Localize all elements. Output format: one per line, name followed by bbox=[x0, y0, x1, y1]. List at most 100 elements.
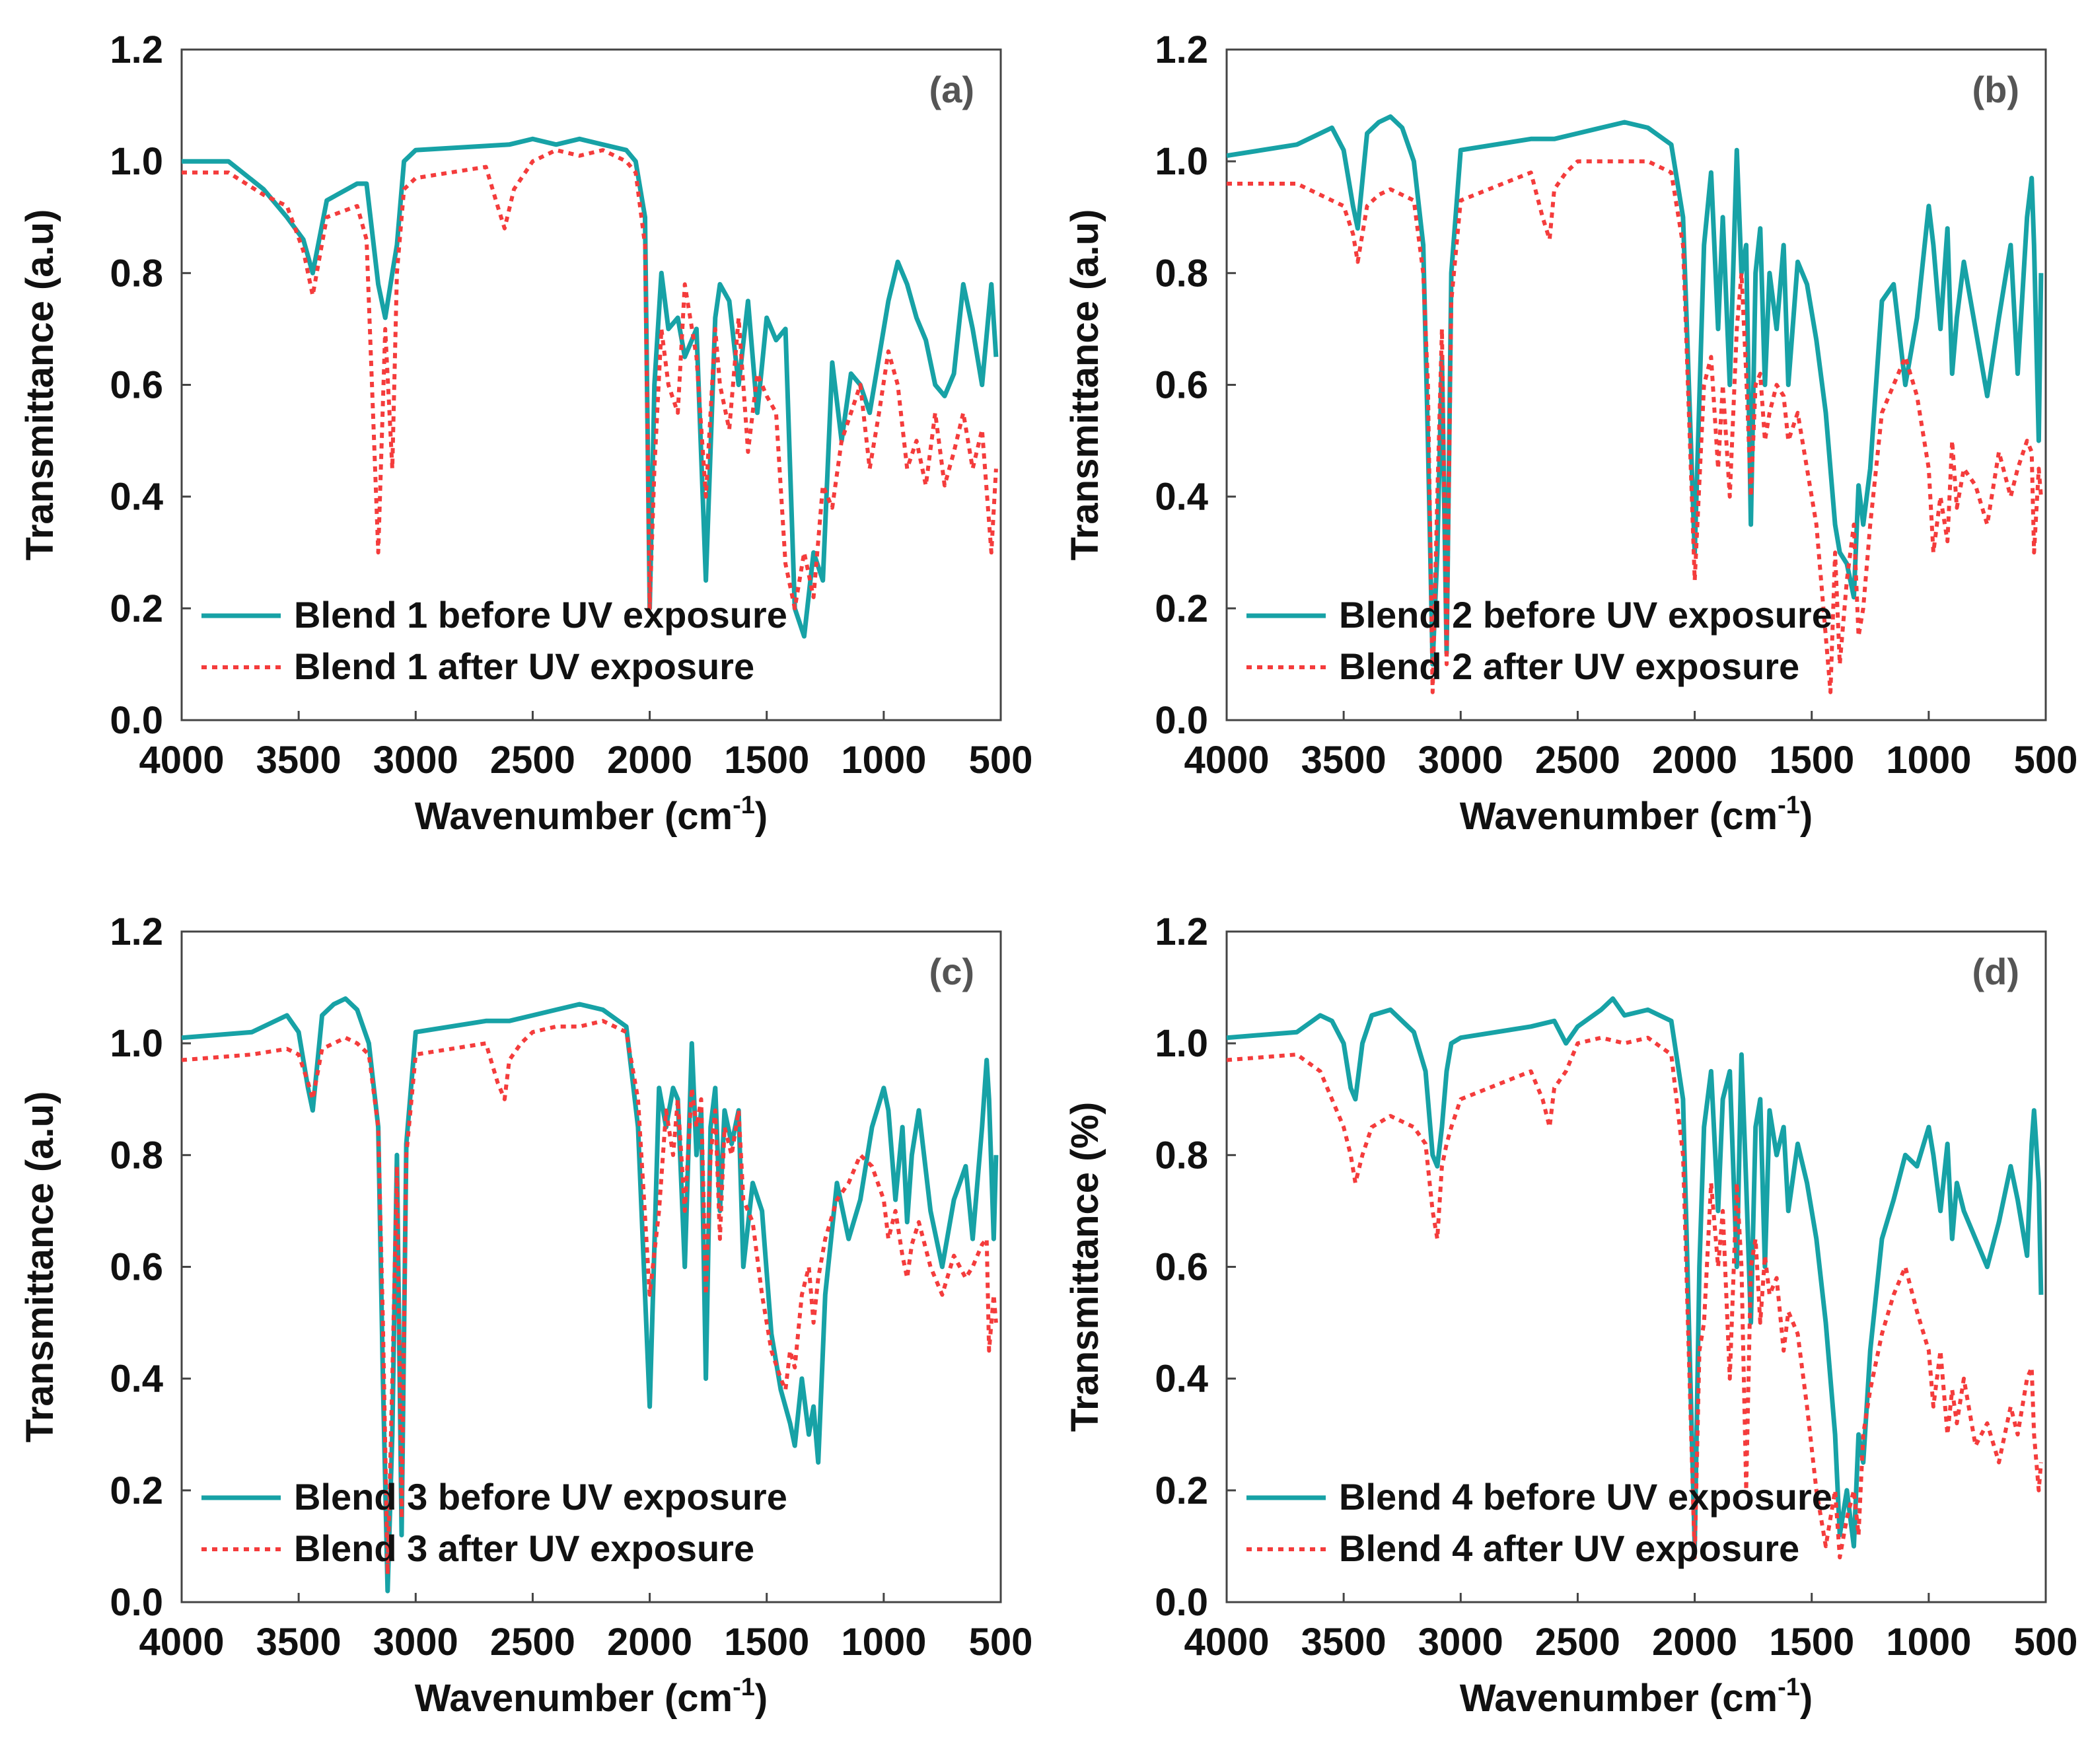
y-axis-title: Transmittance (a.u) bbox=[1063, 209, 1106, 561]
y-axis-title: Transmittance (a.u) bbox=[18, 209, 61, 561]
y-axis-title: Transmittance (%) bbox=[1063, 1102, 1106, 1432]
x-tick-label: 2000 bbox=[1652, 1621, 1737, 1664]
x-axis-title: Wavenumber (cm-1) bbox=[1460, 791, 1813, 838]
y-tick-label: 0.0 bbox=[1155, 1581, 1208, 1624]
series-after-uv-line bbox=[182, 1019, 998, 1576]
x-axis-title-text: Wavenumber (cm bbox=[415, 1677, 733, 1720]
x-tick-label: 3000 bbox=[1418, 1621, 1503, 1664]
x-tick-label: 3000 bbox=[373, 739, 458, 782]
y-tick-label: 1.0 bbox=[1155, 1022, 1208, 1065]
x-tick-label: 2500 bbox=[1535, 739, 1620, 782]
series-before-uv-line bbox=[1227, 114, 2044, 667]
x-tick-label: 2000 bbox=[607, 739, 692, 782]
y-tick-label: 1.2 bbox=[1155, 910, 1208, 953]
chart-svg: 0.0 0.2 0.4 0.6 0.8 1.0 1.2 4000 3500 3000 2500 200… bbox=[18, 28, 1033, 838]
y-tick-label: 1.0 bbox=[110, 1022, 163, 1065]
y-tick-label: 0.2 bbox=[110, 587, 163, 630]
y-tick-label: 0.6 bbox=[110, 1246, 163, 1289]
y-axis-title: Transmittance (a.u) bbox=[18, 1091, 61, 1443]
x-tick-label: 3000 bbox=[373, 1621, 458, 1664]
x-tick-label: 500 bbox=[969, 739, 1033, 782]
series-after-uv-line bbox=[1227, 1035, 2043, 1560]
x-tick-label: 2000 bbox=[607, 1621, 692, 1664]
x-tick-label: 1500 bbox=[1769, 1621, 1854, 1664]
y-tick-label: 0.8 bbox=[110, 1134, 163, 1177]
x-axis-title-superscript: -1 bbox=[1778, 1673, 1800, 1701]
x-tick-label: 3000 bbox=[1418, 739, 1503, 782]
series-before-uv-line bbox=[182, 996, 999, 1594]
x-axis-title: Wavenumber (cm-1) bbox=[1460, 1673, 1813, 1720]
y-tick-label: 0.8 bbox=[1155, 252, 1208, 295]
x-tick-label: 4000 bbox=[139, 1621, 224, 1664]
series-before-uv-line bbox=[1227, 996, 2044, 1549]
x-tick-label: 1000 bbox=[841, 739, 926, 782]
y-tick-label: 1.2 bbox=[110, 910, 163, 953]
x-tick-label: 1500 bbox=[1769, 739, 1854, 782]
legend-label-after-uv: Blend 3 after UV exposure bbox=[294, 1527, 754, 1569]
y-tick-label: 0.0 bbox=[110, 699, 163, 742]
y-tick-label: 0.4 bbox=[1155, 1358, 1208, 1401]
panel-b: 0.0 0.2 0.4 0.6 0.8 1.0 1.2 4000 3500 3000 2500 200… bbox=[1045, 0, 2090, 882]
legend-label-before-uv: Blend 3 before UV exposure bbox=[294, 1476, 787, 1518]
x-tick-label: 4000 bbox=[139, 739, 224, 782]
y-tick-label: 0.2 bbox=[1155, 587, 1208, 630]
panel-label: (a) bbox=[929, 69, 974, 110]
y-tick-label: 0.0 bbox=[1155, 699, 1208, 742]
y-tick-label: 0.8 bbox=[1155, 1134, 1208, 1177]
x-axis-title-superscript: -1 bbox=[733, 1673, 755, 1701]
y-tick-label: 1.0 bbox=[1155, 140, 1208, 183]
y-tick-label: 1.2 bbox=[110, 28, 163, 71]
legend-label-before-uv: Blend 2 before UV exposure bbox=[1339, 594, 1832, 636]
x-tick-label: 3500 bbox=[1301, 739, 1387, 782]
x-axis-title-text: Wavenumber (cm bbox=[1460, 795, 1778, 838]
y-tick-label: 0.4 bbox=[110, 1358, 163, 1401]
panel-d: 0.0 0.2 0.4 0.6 0.8 1.0 1.2 4000 3500 3000 2500 200… bbox=[1045, 882, 2090, 1764]
x-axis-title-text: Wavenumber (cm bbox=[415, 795, 733, 838]
x-tick-label: 500 bbox=[2014, 1621, 2078, 1664]
y-tick-label: 0.6 bbox=[1155, 1246, 1208, 1289]
series-after-uv-line bbox=[182, 148, 998, 610]
panel-a: 0.0 0.2 0.4 0.6 0.8 1.0 1.2 4000 3500 3000 2500 200… bbox=[0, 0, 1045, 882]
x-tick-label: 3500 bbox=[256, 739, 342, 782]
x-tick-label: 2500 bbox=[490, 739, 575, 782]
legend-label-before-uv: Blend 4 before UV exposure bbox=[1339, 1476, 1832, 1518]
x-axis-title-superscript: -1 bbox=[733, 791, 755, 819]
x-tick-label: 2500 bbox=[1535, 1621, 1620, 1664]
x-tick-label: 3500 bbox=[1301, 1621, 1387, 1664]
x-tick-label: 1500 bbox=[724, 1621, 809, 1664]
y-tick-label: 0.0 bbox=[110, 1581, 163, 1624]
x-axis-title-superscript: -1 bbox=[1778, 791, 1800, 819]
x-tick-label: 500 bbox=[969, 1621, 1033, 1664]
panel-c: 0.0 0.2 0.4 0.6 0.8 1.0 1.2 4000 3500 3000 2500 200… bbox=[0, 882, 1045, 1764]
y-tick-label: 0.6 bbox=[1155, 364, 1208, 407]
y-tick-label: 0.2 bbox=[1155, 1469, 1208, 1512]
legend-label-after-uv: Blend 4 after UV exposure bbox=[1339, 1527, 1799, 1569]
panel-label: (d) bbox=[1972, 951, 2019, 992]
legend-label-after-uv: Blend 2 after UV exposure bbox=[1339, 645, 1799, 687]
x-tick-label: 1000 bbox=[1886, 739, 1971, 782]
x-tick-label: 2500 bbox=[490, 1621, 575, 1664]
x-tick-label: 4000 bbox=[1184, 739, 1269, 782]
x-tick-label: 500 bbox=[2014, 739, 2078, 782]
y-tick-label: 1.0 bbox=[110, 140, 163, 183]
y-tick-label: 0.4 bbox=[110, 476, 163, 519]
x-axis-title: Wavenumber (cm-1) bbox=[415, 1673, 768, 1720]
series-after-uv-line bbox=[1227, 159, 2043, 694]
chart-svg: 0.0 0.2 0.4 0.6 0.8 1.0 1.2 4000 3500 3000 2500 200… bbox=[18, 910, 1033, 1720]
legend-label-before-uv: Blend 1 before UV exposure bbox=[294, 594, 787, 636]
panel-label: (c) bbox=[929, 951, 974, 992]
x-axis-title: Wavenumber (cm-1) bbox=[415, 791, 768, 838]
y-tick-label: 1.2 bbox=[1155, 28, 1208, 71]
x-axis-title-close: ) bbox=[755, 795, 768, 838]
y-tick-label: 0.8 bbox=[110, 252, 163, 295]
chart-svg: 0.0 0.2 0.4 0.6 0.8 1.0 1.2 4000 3500 3000 2500 200… bbox=[1063, 28, 2078, 838]
series-before-uv-line bbox=[182, 136, 999, 639]
x-tick-label: 4000 bbox=[1184, 1621, 1269, 1664]
x-axis-title-close: ) bbox=[1800, 795, 1813, 838]
y-tick-label: 0.4 bbox=[1155, 476, 1208, 519]
x-tick-label: 1000 bbox=[841, 1621, 926, 1664]
x-axis-title-close: ) bbox=[755, 1677, 768, 1720]
chart-svg: 0.0 0.2 0.4 0.6 0.8 1.0 1.2 4000 3500 3000 2500 200… bbox=[1063, 910, 2078, 1720]
legend-label-after-uv: Blend 1 after UV exposure bbox=[294, 645, 754, 687]
x-axis-title-close: ) bbox=[1800, 1677, 1813, 1720]
